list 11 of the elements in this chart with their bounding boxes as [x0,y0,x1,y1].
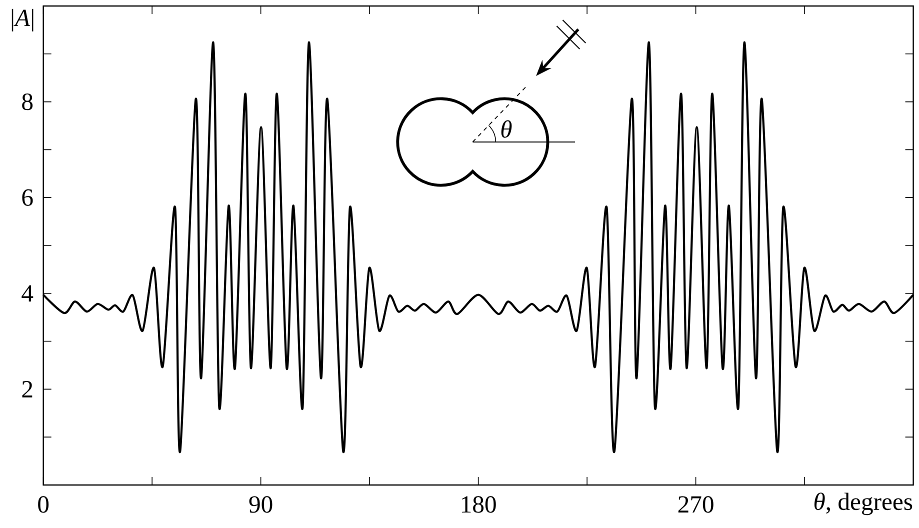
x-tick-label: 0 [38,496,49,513]
y-tick-label: 4 [22,285,34,302]
y-tick-label: 8 [22,93,33,110]
y-axis-title: |A| [12,8,34,32]
x-tick-label: 90 [249,496,272,513]
annotation: θ [501,120,512,138]
x-tick-label: 180 [462,496,496,513]
y-tick-label: 2 [22,380,32,398]
y-tick-label: 6 [22,189,33,206]
x-tick-label: 270 [678,496,714,513]
x-axis-title: θ, degrees [814,492,912,516]
